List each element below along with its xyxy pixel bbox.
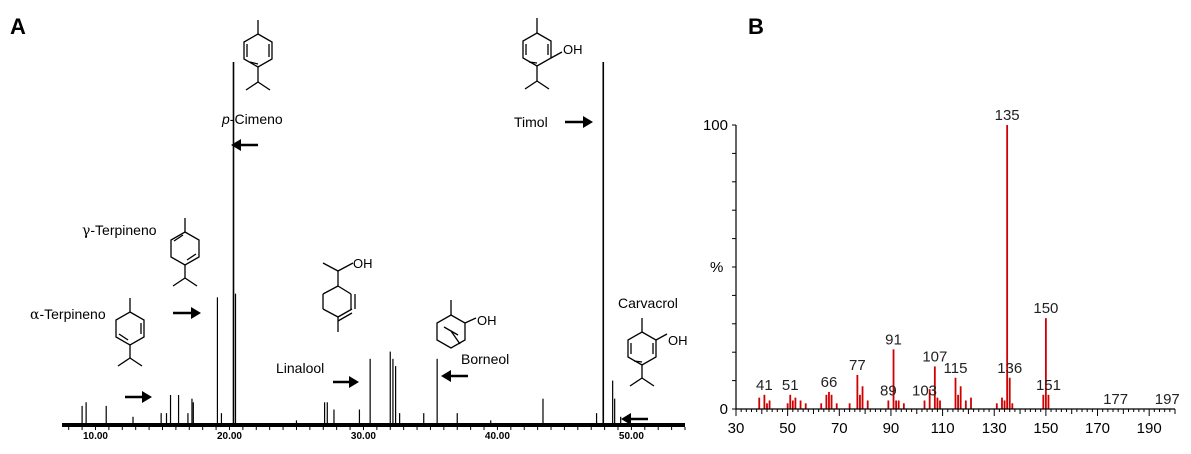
label-linalool: Linalool xyxy=(276,360,324,376)
structure-linalool: OH xyxy=(322,256,373,332)
label-carvacrol: Carvacrol xyxy=(618,295,678,311)
structure-borneol: OH xyxy=(436,300,497,349)
mass-spectrum-bars xyxy=(758,125,1050,409)
spectrum-peak-label: 136 xyxy=(997,360,1022,377)
chromatogram-tick-label: 30.00 xyxy=(351,431,376,442)
structure-thymol: OH xyxy=(522,18,583,90)
label-alpha-terpineno: α-Terpineno xyxy=(30,306,106,323)
spectrum-peak-label: 41 xyxy=(756,377,773,394)
arrow-linalool xyxy=(333,376,359,388)
spectrum-peak-label: 66 xyxy=(821,374,838,391)
spectrum-peak-label: 177 xyxy=(1103,391,1128,408)
panel-letter-a: A xyxy=(10,14,26,39)
mass-spectrum-axes: 30 50 70 90 110 130 150 170 190 0 100 xyxy=(703,117,1176,437)
spectrum-peak-label: 77 xyxy=(849,357,866,374)
spectrum-x-tick-label: 30 xyxy=(728,420,745,437)
spectrum-y-tick-label: 100 xyxy=(703,117,728,134)
spectrum-x-tick-label: 50 xyxy=(779,420,796,437)
spectrum-peak-label: 51 xyxy=(782,377,799,394)
chromatogram-tick-label: 20.00 xyxy=(217,431,242,442)
spectrum-x-tick-label: 170 xyxy=(1085,420,1110,437)
arrow-p-cimeno xyxy=(231,139,258,151)
structure-gamma-terpinene xyxy=(170,218,200,287)
spectrum-x-tick-label: 90 xyxy=(883,420,900,437)
structure-alpha-terpinene xyxy=(115,298,145,367)
structure-p-cymene xyxy=(243,20,273,91)
spectrum-x-tick-label: 190 xyxy=(1137,420,1162,437)
spectrum-x-tick-label: 70 xyxy=(831,420,848,437)
spectrum-peak-label: 103 xyxy=(912,382,937,399)
arrow-alpha-terpineno xyxy=(125,391,152,403)
panel-letter-b: B xyxy=(748,14,764,39)
spectrum-peak-label: 197 xyxy=(1155,391,1180,408)
spectrum-x-tick-label: 110 xyxy=(931,420,955,437)
arrow-gamma-terpineno xyxy=(173,307,201,319)
spectrum-peak-label: 150 xyxy=(1033,300,1058,317)
chromatogram-trace xyxy=(62,62,685,424)
label-p-cimeno: p-Cimeno xyxy=(221,111,283,127)
spectrum-peak-label: 135 xyxy=(995,107,1020,124)
carvacrol-oh: OH xyxy=(668,333,688,348)
spectrum-y-tick-label: 0 xyxy=(720,401,728,418)
spectrum-peak-label: 91 xyxy=(885,331,902,348)
arrow-borneol xyxy=(441,370,468,382)
linalool-oh: OH xyxy=(353,256,373,271)
spectrum-peak-label: 115 xyxy=(944,360,968,377)
spectrum-peak-label: 89 xyxy=(880,382,897,399)
chromatogram-axis-line xyxy=(62,424,685,427)
borneol-oh: OH xyxy=(477,313,497,328)
arrow-timol xyxy=(565,116,593,128)
label-borneol: Borneol xyxy=(461,351,509,367)
chromatogram-tick-label: 40.00 xyxy=(485,431,510,442)
chromatogram-tick-label: 10.00 xyxy=(83,431,108,442)
spectrum-x-tick-label: 130 xyxy=(982,420,1007,437)
chromatogram-panel: 10.00 20.00 30.00 40.00 50.00 xyxy=(30,18,688,442)
spectrum-peak-label: 107 xyxy=(922,348,947,365)
spectrum-peak-label: 151 xyxy=(1036,377,1061,394)
structure-carvacrol: OH xyxy=(627,318,688,387)
arrow-carvacrol xyxy=(621,413,648,425)
thymol-oh: OH xyxy=(563,42,583,57)
y-axis-label: % xyxy=(710,259,723,276)
label-gamma-terpineno: γ-Terpineno xyxy=(82,222,157,239)
label-timol: Timol xyxy=(514,114,548,130)
chromatogram-x-axis: 10.00 20.00 30.00 40.00 50.00 xyxy=(62,424,686,442)
chromatogram-tick-label: 50.00 xyxy=(619,431,644,442)
spectrum-x-tick-label: 150 xyxy=(1033,420,1058,437)
